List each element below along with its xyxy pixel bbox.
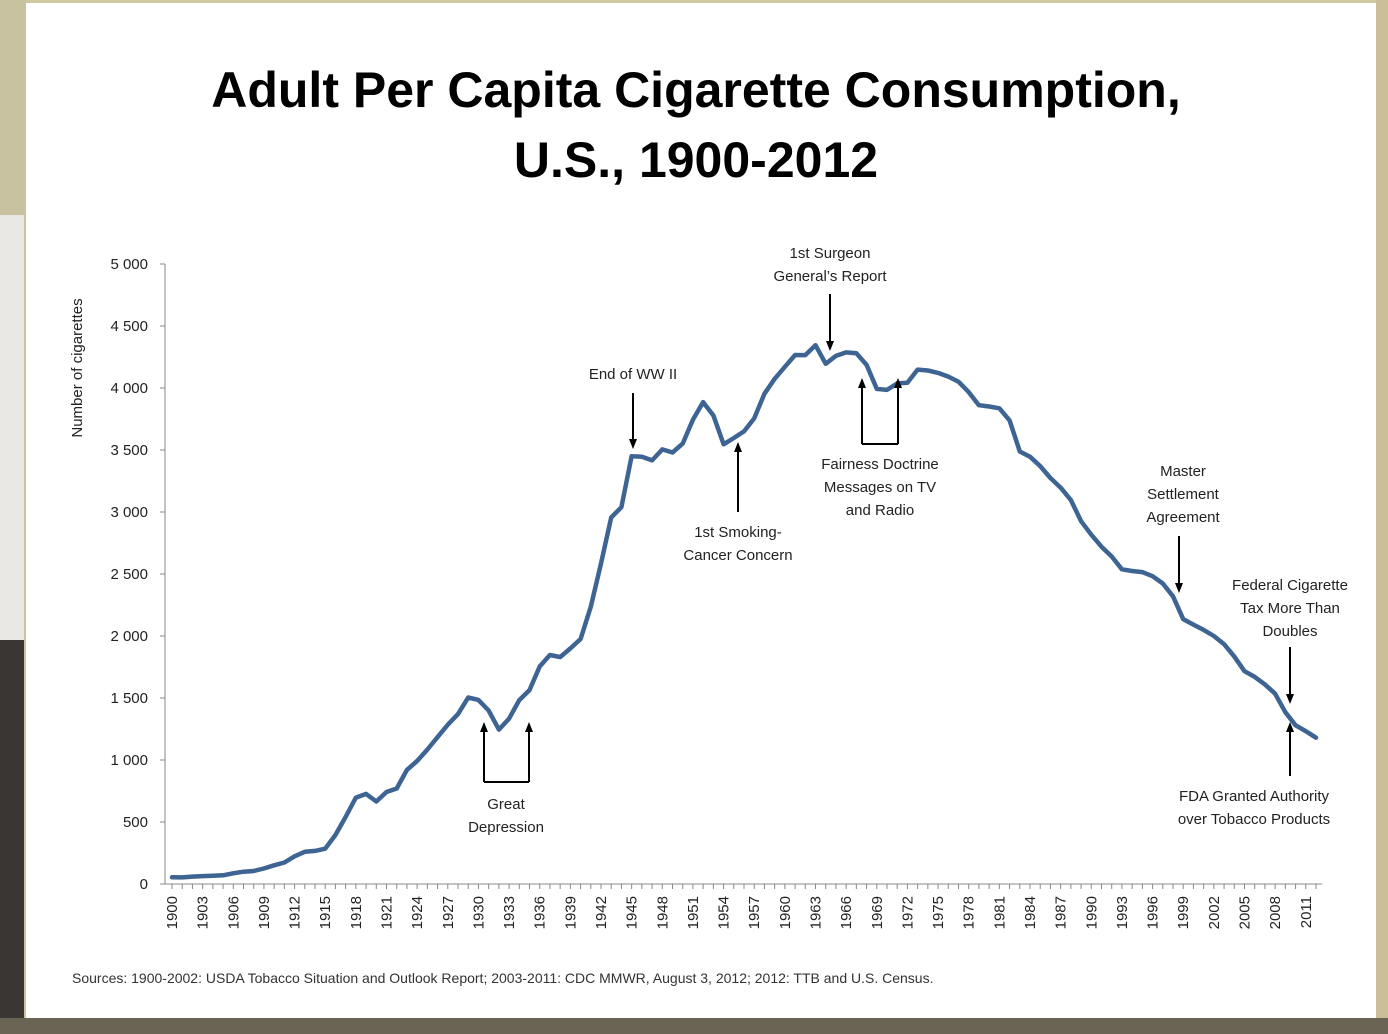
x-tick-label: 1963 bbox=[808, 896, 825, 929]
slide bbox=[26, 3, 1376, 1018]
fairness-label-line: Messages on TV bbox=[824, 479, 936, 496]
x-tick-label: 1924 bbox=[409, 896, 426, 929]
msa-label-line: Master bbox=[1160, 463, 1206, 480]
y-tick-label: 4 000 bbox=[110, 380, 148, 397]
x-tick-label: 1957 bbox=[746, 896, 763, 929]
y-tick-label: 3 500 bbox=[110, 442, 148, 459]
surgeon-general-label-line: 1st Surgeon bbox=[790, 245, 871, 262]
x-tick-label: 1999 bbox=[1175, 896, 1192, 929]
x-tick-label: 1900 bbox=[164, 896, 181, 929]
x-tick-label: 1942 bbox=[593, 896, 610, 929]
chart-title-line1: Adult Per Capita Cigarette Consumption, bbox=[211, 62, 1181, 118]
x-tick-label: 1951 bbox=[685, 896, 702, 929]
x-tick-label: 1978 bbox=[961, 896, 978, 929]
x-tick-label: 1984 bbox=[1022, 896, 1039, 929]
y-tick-label: 3 000 bbox=[110, 504, 148, 521]
x-tick-label: 1975 bbox=[930, 896, 947, 929]
y-tick-label: 4 500 bbox=[110, 318, 148, 335]
y-tick-label: 1 500 bbox=[110, 690, 148, 707]
y-tick-label: 2 000 bbox=[110, 628, 148, 645]
x-tick-label: 1921 bbox=[379, 896, 396, 929]
x-tick-label: 1915 bbox=[317, 896, 334, 929]
fda-label-line: over Tobacco Products bbox=[1178, 811, 1330, 828]
x-tick-label: 1930 bbox=[470, 896, 487, 929]
background-left-dark bbox=[0, 640, 24, 1034]
y-tick-label: 5 000 bbox=[110, 256, 148, 273]
x-tick-label: 1939 bbox=[562, 896, 579, 929]
x-tick-label: 1903 bbox=[195, 896, 212, 929]
y-tick-label: 500 bbox=[123, 814, 148, 831]
x-tick-label: 1960 bbox=[777, 896, 794, 929]
y-tick-label: 0 bbox=[140, 876, 148, 893]
chart-title-line2: U.S., 1900-2012 bbox=[513, 132, 879, 188]
x-tick-label: 1936 bbox=[532, 896, 549, 929]
x-tick-label: 1948 bbox=[654, 896, 671, 929]
x-tick-label: 1966 bbox=[838, 896, 855, 929]
x-tick-label: 1987 bbox=[1053, 896, 1070, 929]
x-tick-label: 1969 bbox=[869, 896, 886, 929]
x-tick-label: 1993 bbox=[1114, 896, 1131, 929]
x-tick-label: 1909 bbox=[256, 896, 273, 929]
x-tick-label: 1927 bbox=[440, 896, 457, 929]
chart-title: Adult Per Capita Cigarette Consumption, … bbox=[0, 55, 1388, 195]
x-tick-label: 2002 bbox=[1206, 896, 1223, 929]
x-tick-label: 1972 bbox=[899, 896, 916, 929]
y-tick-label: 2 500 bbox=[110, 566, 148, 583]
x-tick-label: 1996 bbox=[1145, 896, 1162, 929]
fairness-label-line: and Radio bbox=[846, 502, 914, 519]
great-depression-label-line: Great bbox=[487, 796, 525, 813]
background-right bbox=[1376, 0, 1388, 1034]
msa-label-line: Settlement bbox=[1147, 486, 1220, 503]
x-tick-label: 1945 bbox=[624, 896, 641, 929]
ww2-label-line: End of WW II bbox=[589, 366, 677, 383]
x-tick-label: 1981 bbox=[991, 896, 1008, 929]
x-tick-label: 1906 bbox=[225, 896, 242, 929]
x-tick-label: 1918 bbox=[348, 896, 365, 929]
federal-tax-label-line: Federal Cigarette bbox=[1232, 577, 1348, 594]
fairness-label-line: Fairness Doctrine bbox=[821, 456, 939, 473]
x-tick-label: 2011 bbox=[1298, 896, 1315, 928]
x-tick-label: 2008 bbox=[1267, 896, 1284, 929]
federal-tax-label-line: Tax More Than bbox=[1240, 600, 1340, 617]
x-tick-label: 1990 bbox=[1083, 896, 1100, 929]
x-tick-label: 1912 bbox=[287, 896, 304, 929]
source-note: Sources: 1900-2002: USDA Tobacco Situati… bbox=[72, 970, 934, 986]
x-tick-label: 1933 bbox=[501, 896, 518, 929]
background-left-strip bbox=[0, 215, 24, 645]
federal-tax-label-line: Doubles bbox=[1262, 623, 1317, 640]
x-tick-label: 1954 bbox=[716, 896, 733, 929]
smoking-cancer-label-line: Cancer Concern bbox=[683, 547, 792, 564]
y-axis-label: Number of cigarettes bbox=[69, 298, 86, 437]
smoking-cancer-label-line: 1st Smoking- bbox=[694, 524, 782, 541]
x-tick-label: 2005 bbox=[1237, 896, 1254, 929]
great-depression-label-line: Depression bbox=[468, 819, 544, 836]
fda-label-line: FDA Granted Authority bbox=[1179, 788, 1330, 805]
consumption-series-line bbox=[169, 342, 1319, 880]
surgeon-general-label-line: General’s Report bbox=[773, 268, 887, 285]
y-tick-label: 1 000 bbox=[110, 752, 148, 769]
msa-label-line: Agreement bbox=[1146, 509, 1220, 526]
background-bottom bbox=[0, 1018, 1388, 1034]
